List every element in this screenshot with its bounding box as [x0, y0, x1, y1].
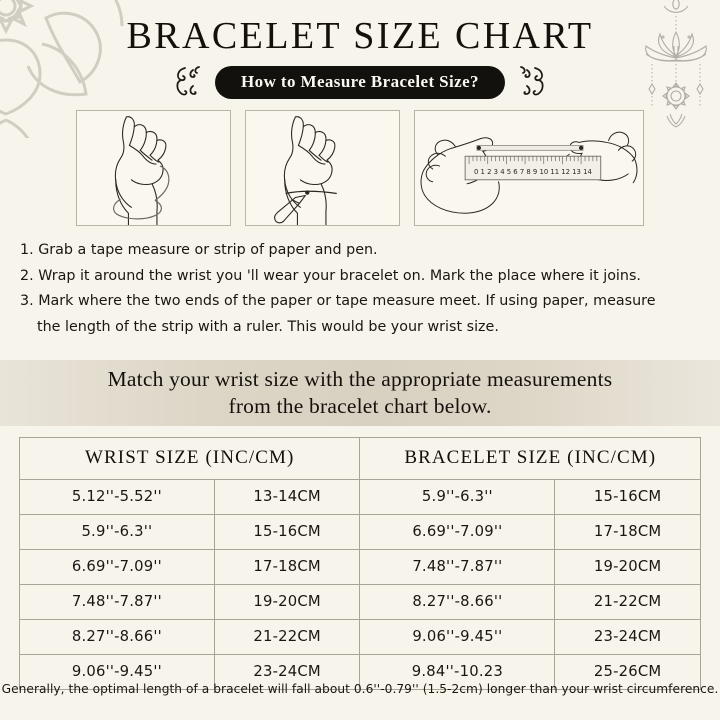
page-title: BRACELET SIZE CHART	[126, 15, 594, 57]
table-cell: 15-16CM	[213, 514, 361, 550]
illustration-hand-marking-wrist-with-pen	[245, 110, 400, 226]
banner-line-2: from the bracelet chart below.	[228, 394, 492, 418]
table-cell: 5.9''-6.3''	[359, 479, 556, 515]
step-item-3: 3. Mark where the two ends of the paper …	[20, 289, 702, 340]
table-cell: 21-22CM	[213, 619, 361, 655]
table-row: 7.48''-7.87'' 19-20CM 8.27''-8.66'' 21-22CM	[19, 584, 701, 620]
step-1-number: 1.	[20, 242, 34, 258]
step-2-text: Wrap it around the wrist you 'll wear yo…	[38, 267, 641, 284]
table-cell: 7.48''-7.87''	[19, 584, 215, 620]
table-cell: 23-24CM	[554, 619, 701, 655]
step-3-number: 3.	[20, 293, 34, 309]
table-cell: 9.84''-10.23	[359, 654, 556, 690]
swirl-flourish-left-icon	[176, 66, 200, 96]
how-to-measure-badge: How to Measure Bracelet Size?	[215, 65, 505, 99]
table-cell: 25-26CM	[554, 654, 701, 690]
swirl-flourish-right-icon	[520, 66, 544, 96]
table-cell: 17-18CM	[554, 514, 701, 550]
hand-with-tape-measure-icon	[113, 116, 170, 225]
header-wrist-size: WRIST SIZE (INC/CM)	[18, 437, 361, 480]
table-cell: 8.27''-8.66''	[19, 619, 215, 655]
table-cell: 15-16CM	[554, 479, 701, 515]
illustration-hands-measuring-strip-with-ruler: 0 1 2 3 4 5 6 7 8 9 10 11 12 13 14	[414, 110, 644, 226]
table-cell: 5.9''-6.3''	[19, 514, 215, 550]
table-cell: 9.06''-9.45''	[19, 654, 215, 690]
table-cell: 5.12''-5.52''	[19, 479, 215, 515]
size-table-body: 5.12''-5.52'' 13-14CM 5.9''-6.3'' 15-16CM 5.…	[19, 479, 701, 690]
table-cell: 21-22CM	[554, 584, 701, 620]
table-cell: 19-20CM	[554, 549, 701, 585]
ruler-tick-labels: 0 1 2 3 4 5 6 7 8 9 10 11 12 13 14	[474, 168, 592, 176]
table-cell: 17-18CM	[213, 549, 361, 585]
footnote: Generally, the optimal length of a brace…	[1, 682, 719, 696]
step-2-number: 2.	[20, 267, 34, 284]
measure-steps: 1. Grab a tape measure or strip of paper…	[20, 238, 702, 340]
hands-with-ruler-icon: 0 1 2 3 4 5 6 7 8 9 10 11 12 13 14	[420, 131, 638, 214]
table-cell: 7.48''-7.87''	[359, 549, 556, 585]
banner-line-1: Match your wrist size with the appropria…	[107, 367, 613, 391]
step-1-text: Grab a tape measure or strip of paper an…	[38, 242, 378, 258]
illustration-hand-with-tape-measure	[76, 110, 231, 226]
step-item-2: 2. Wrap it around the wrist you 'll wear…	[20, 264, 702, 290]
subtitle-row: How to Measure Bracelet Size?	[0, 64, 720, 100]
table-cell: 6.69''-7.09''	[19, 549, 215, 585]
table-cell: 23-24CM	[213, 654, 361, 690]
table-cell: 13-14CM	[213, 479, 361, 515]
table-header-row: WRIST SIZE (INC/CM) BRACELET SIZE (INC/C…	[18, 437, 701, 480]
table-row: 5.9''-6.3'' 15-16CM 6.69''-7.09'' 17-18CM	[19, 514, 701, 550]
step-3-continuation: the length of the strip with a ruler. Th…	[37, 318, 499, 335]
size-table: WRIST SIZE (INC/CM) BRACELET SIZE (INC/C…	[18, 437, 701, 690]
table-cell: 19-20CM	[213, 584, 361, 620]
step-item-1: 1. Grab a tape measure or strip of paper…	[20, 238, 702, 264]
table-row: 6.69''-7.09'' 17-18CM 7.48''-7.87'' 19-20CM	[19, 549, 701, 585]
size-table-wrap: WRIST SIZE (INC/CM) BRACELET SIZE (INC/C…	[18, 437, 701, 690]
table-cell: 8.27''-8.66''	[359, 584, 556, 620]
table-row: 9.06''-9.45'' 23-24CM 9.84''-10.23 25-26CM	[19, 654, 701, 690]
table-row: 8.27''-8.66'' 21-22CM 9.06''-9.45'' 23-24CM	[19, 619, 701, 655]
match-size-banner: Match your wrist size with the appropria…	[0, 360, 720, 426]
hand-marking-wrist-icon	[274, 116, 337, 225]
header-bracelet-size: BRACELET SIZE (INC/CM)	[359, 437, 701, 480]
table-cell: 6.69''-7.09''	[359, 514, 556, 550]
table-cell: 9.06''-9.45''	[359, 619, 556, 655]
table-row: 5.12''-5.52'' 13-14CM 5.9''-6.3'' 15-16CM	[19, 479, 701, 515]
step-3-text: Mark where the two ends of the paper or …	[38, 293, 656, 309]
illustration-row: 0 1 2 3 4 5 6 7 8 9 10 11 12 13 14	[0, 110, 720, 226]
